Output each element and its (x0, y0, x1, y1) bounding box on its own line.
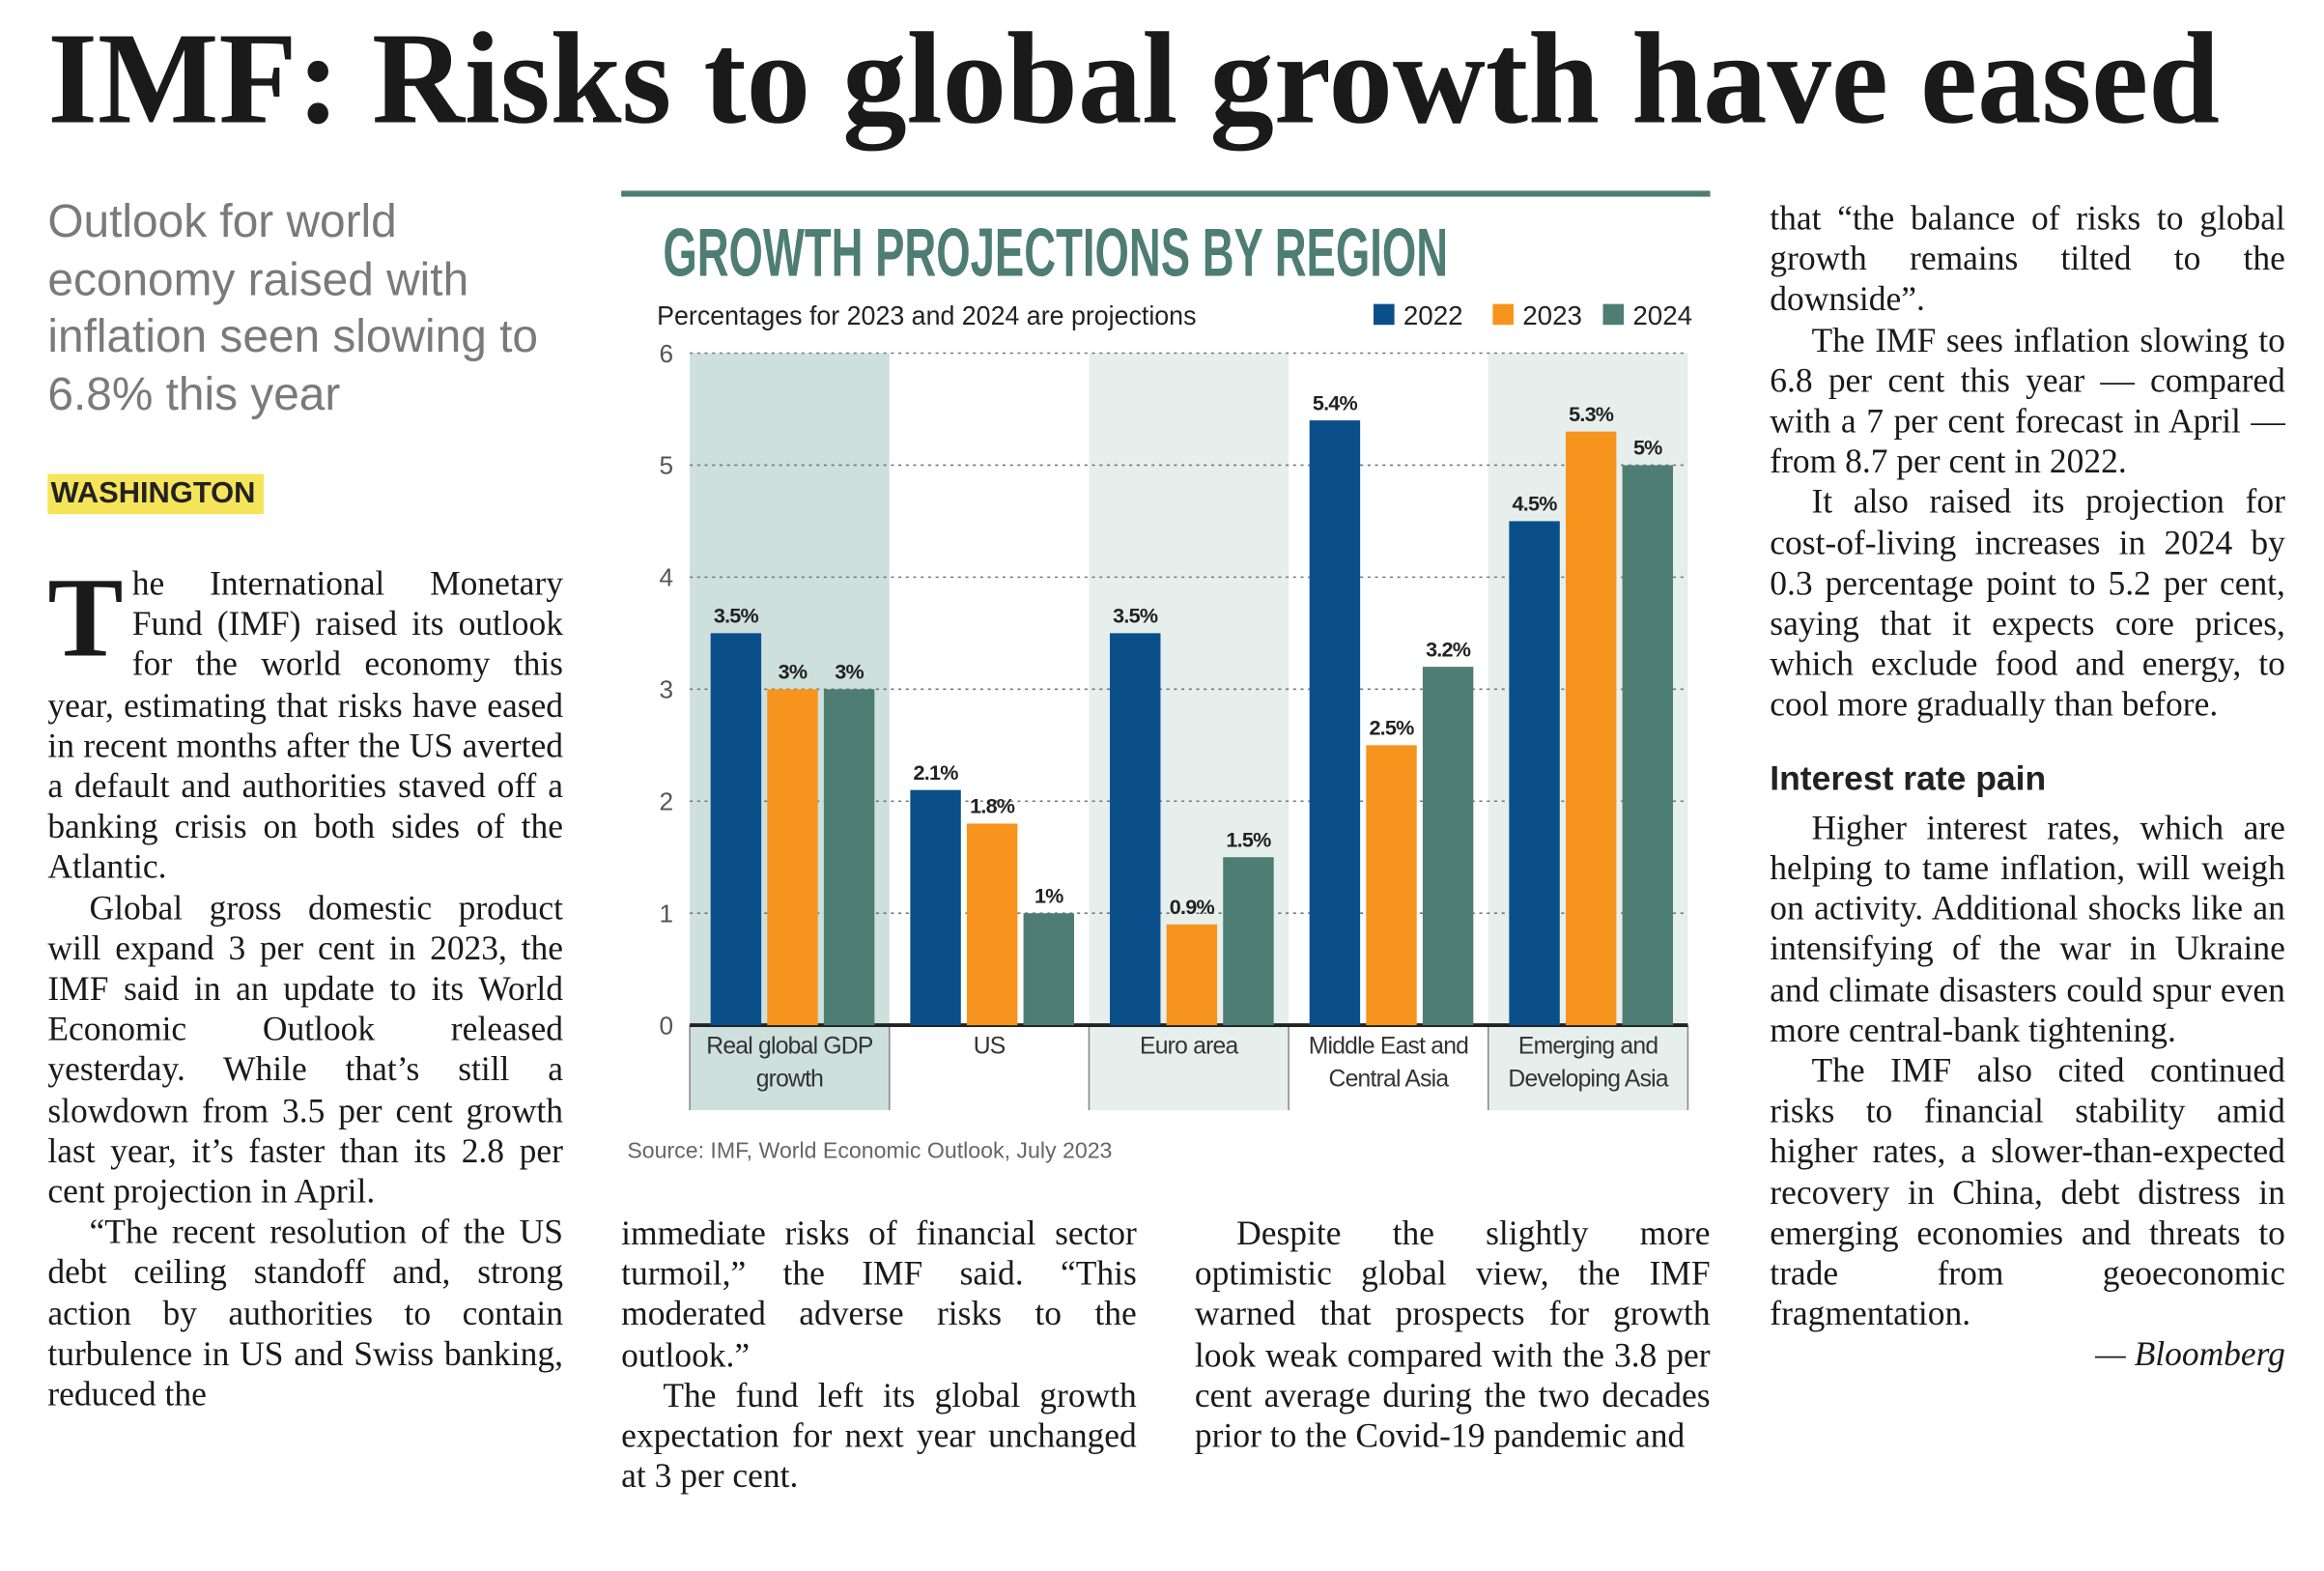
value-label: 5.3% (1569, 402, 1614, 426)
bar (710, 633, 762, 1026)
legend-label: 2022 (1403, 300, 1463, 330)
paragraph: The International Monetary Fund (IMF) ra… (47, 556, 563, 886)
bar (823, 689, 875, 1026)
paragraph: “The recent resolution of the US debt ce… (47, 1213, 563, 1414)
value-label: 2.5% (1369, 715, 1414, 739)
value-label: 3.2% (1426, 637, 1471, 661)
bar (1166, 924, 1218, 1026)
chart-title: GROWTH PROJECTIONS BY REGION (663, 214, 1448, 291)
bar (1309, 420, 1361, 1026)
paragraph: Higher interest rates, which are helping… (1770, 809, 2285, 1049)
value-label: 5% (1633, 436, 1662, 460)
value-label: 5.4% (1313, 390, 1358, 414)
paragraph: immediate risks of financial sector turm… (621, 1214, 1137, 1374)
legend-swatch (1602, 303, 1625, 326)
y-tick-label: 3 (660, 675, 674, 704)
bar (1223, 857, 1274, 1026)
legend-label: 2023 (1522, 300, 1582, 330)
value-label: 1.8% (970, 794, 1015, 818)
bar (1366, 745, 1417, 1026)
value-label: 3% (835, 660, 864, 684)
bar (1110, 633, 1161, 1026)
y-tick-label: 5 (660, 451, 674, 480)
legend-swatch (1492, 303, 1514, 326)
legend-swatch (1374, 303, 1395, 326)
chart-top-rule (621, 190, 1711, 197)
x-tick-label: Middle East and Central Asia (1308, 1034, 1469, 1093)
x-tick-label: Real global GDP growth (706, 1034, 873, 1093)
column-2: immediate risks of financial sector turm… (621, 1213, 1137, 1497)
value-label: 2.1% (914, 760, 959, 785)
chart-subtitle: Percentages for 2023 and 2024 are projec… (657, 300, 1196, 330)
y-tick-label: 6 (660, 339, 674, 368)
paragraph: The IMF sees inflation slowing to 6.8 pe… (1770, 321, 2285, 480)
bar (1422, 667, 1474, 1026)
paragraph: It also raised its projection for cost-o… (1770, 483, 2285, 724)
value-label: 1% (1034, 883, 1063, 907)
paragraph: Despite the slightly more optimistic glo… (1194, 1214, 1711, 1455)
y-tick-label: 4 (660, 563, 674, 592)
value-label: 3.5% (1113, 604, 1158, 628)
x-tick-label: US (973, 1034, 1006, 1060)
legend-label: 2024 (1632, 300, 1692, 330)
bar (966, 823, 1018, 1026)
deck: Outlook for world economy raised with in… (47, 195, 539, 420)
headline: IMF: Risks to global growth have eased (47, 6, 2220, 151)
value-label: 1.5% (1226, 827, 1271, 851)
value-label: 3% (779, 660, 808, 684)
credit: — Bloomberg (2095, 1335, 2285, 1374)
column-3: Despite the slightly more optimistic glo… (1195, 1213, 1711, 1456)
column-4: that “the balance of risks to global gro… (1770, 198, 2285, 1375)
bar (1509, 521, 1560, 1026)
value-label: 4.5% (1513, 492, 1558, 516)
subhead: Interest rate pain (1770, 757, 2047, 797)
bar (1565, 431, 1617, 1026)
bar (1622, 465, 1674, 1026)
column-1: The International Monetary Fund (IMF) ra… (47, 556, 563, 1414)
chart-source: Source: IMF, World Economic Outlook, Jul… (627, 1137, 1112, 1162)
paragraph: Global gross domestic product will expan… (47, 889, 563, 1211)
paragraph: that “the balance of risks to global gro… (1770, 199, 2285, 319)
x-tick-label: Euro area (1140, 1034, 1238, 1060)
paragraph: The fund left its global growth expectat… (621, 1376, 1137, 1496)
x-tick-label: Emerging and Developing Asia (1508, 1034, 1668, 1093)
y-tick-label: 0 (660, 1011, 674, 1040)
value-label: 3.5% (714, 604, 759, 628)
paragraph: The IMF also cited continued risks to fi… (1770, 1051, 2285, 1333)
bar (1023, 913, 1075, 1026)
y-tick-label: 1 (660, 899, 674, 928)
value-label: 0.9% (1170, 895, 1215, 919)
bar (767, 689, 818, 1026)
dateline: WASHINGTON (47, 473, 265, 515)
bar (910, 789, 961, 1026)
y-tick-label: 2 (660, 787, 674, 816)
